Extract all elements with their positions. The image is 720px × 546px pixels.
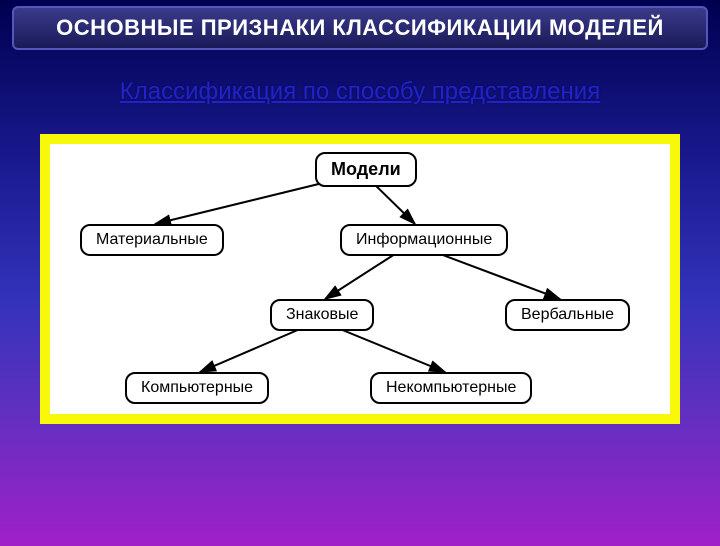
subtitle: Классификация по способу представления — [0, 78, 720, 106]
title-bar: ОСНОВНЫЕ ПРИЗНАКИ КЛАССИФИКАЦИИ МОДЕЛЕЙ — [12, 6, 708, 50]
tree-node-znak: Знаковые — [270, 299, 374, 331]
tree-node-root: Модели — [315, 152, 417, 187]
tree-edge — [325, 254, 395, 299]
tree-edge — [155, 180, 335, 224]
tree-edge — [440, 254, 560, 299]
tree-node-verb: Вербальные — [505, 299, 630, 331]
tree-node-nocomp: Некомпьютерные — [370, 372, 532, 404]
tree-edge — [200, 329, 300, 372]
tree-edge — [340, 329, 445, 372]
classification-tree: Модели Материальные Информационные Знаковые… — [50, 144, 670, 414]
diagram-frame: Модели Материальные Информационные Знаковые… — [40, 134, 680, 424]
page-title: ОСНОВНЫЕ ПРИЗНАКИ КЛАССИФИКАЦИИ МОДЕЛЕЙ — [56, 15, 664, 41]
tree-node-mat: Материальные — [80, 224, 224, 256]
tree-node-comp: Компьютерные — [125, 372, 269, 404]
tree-node-inf: Информационные — [340, 224, 508, 256]
